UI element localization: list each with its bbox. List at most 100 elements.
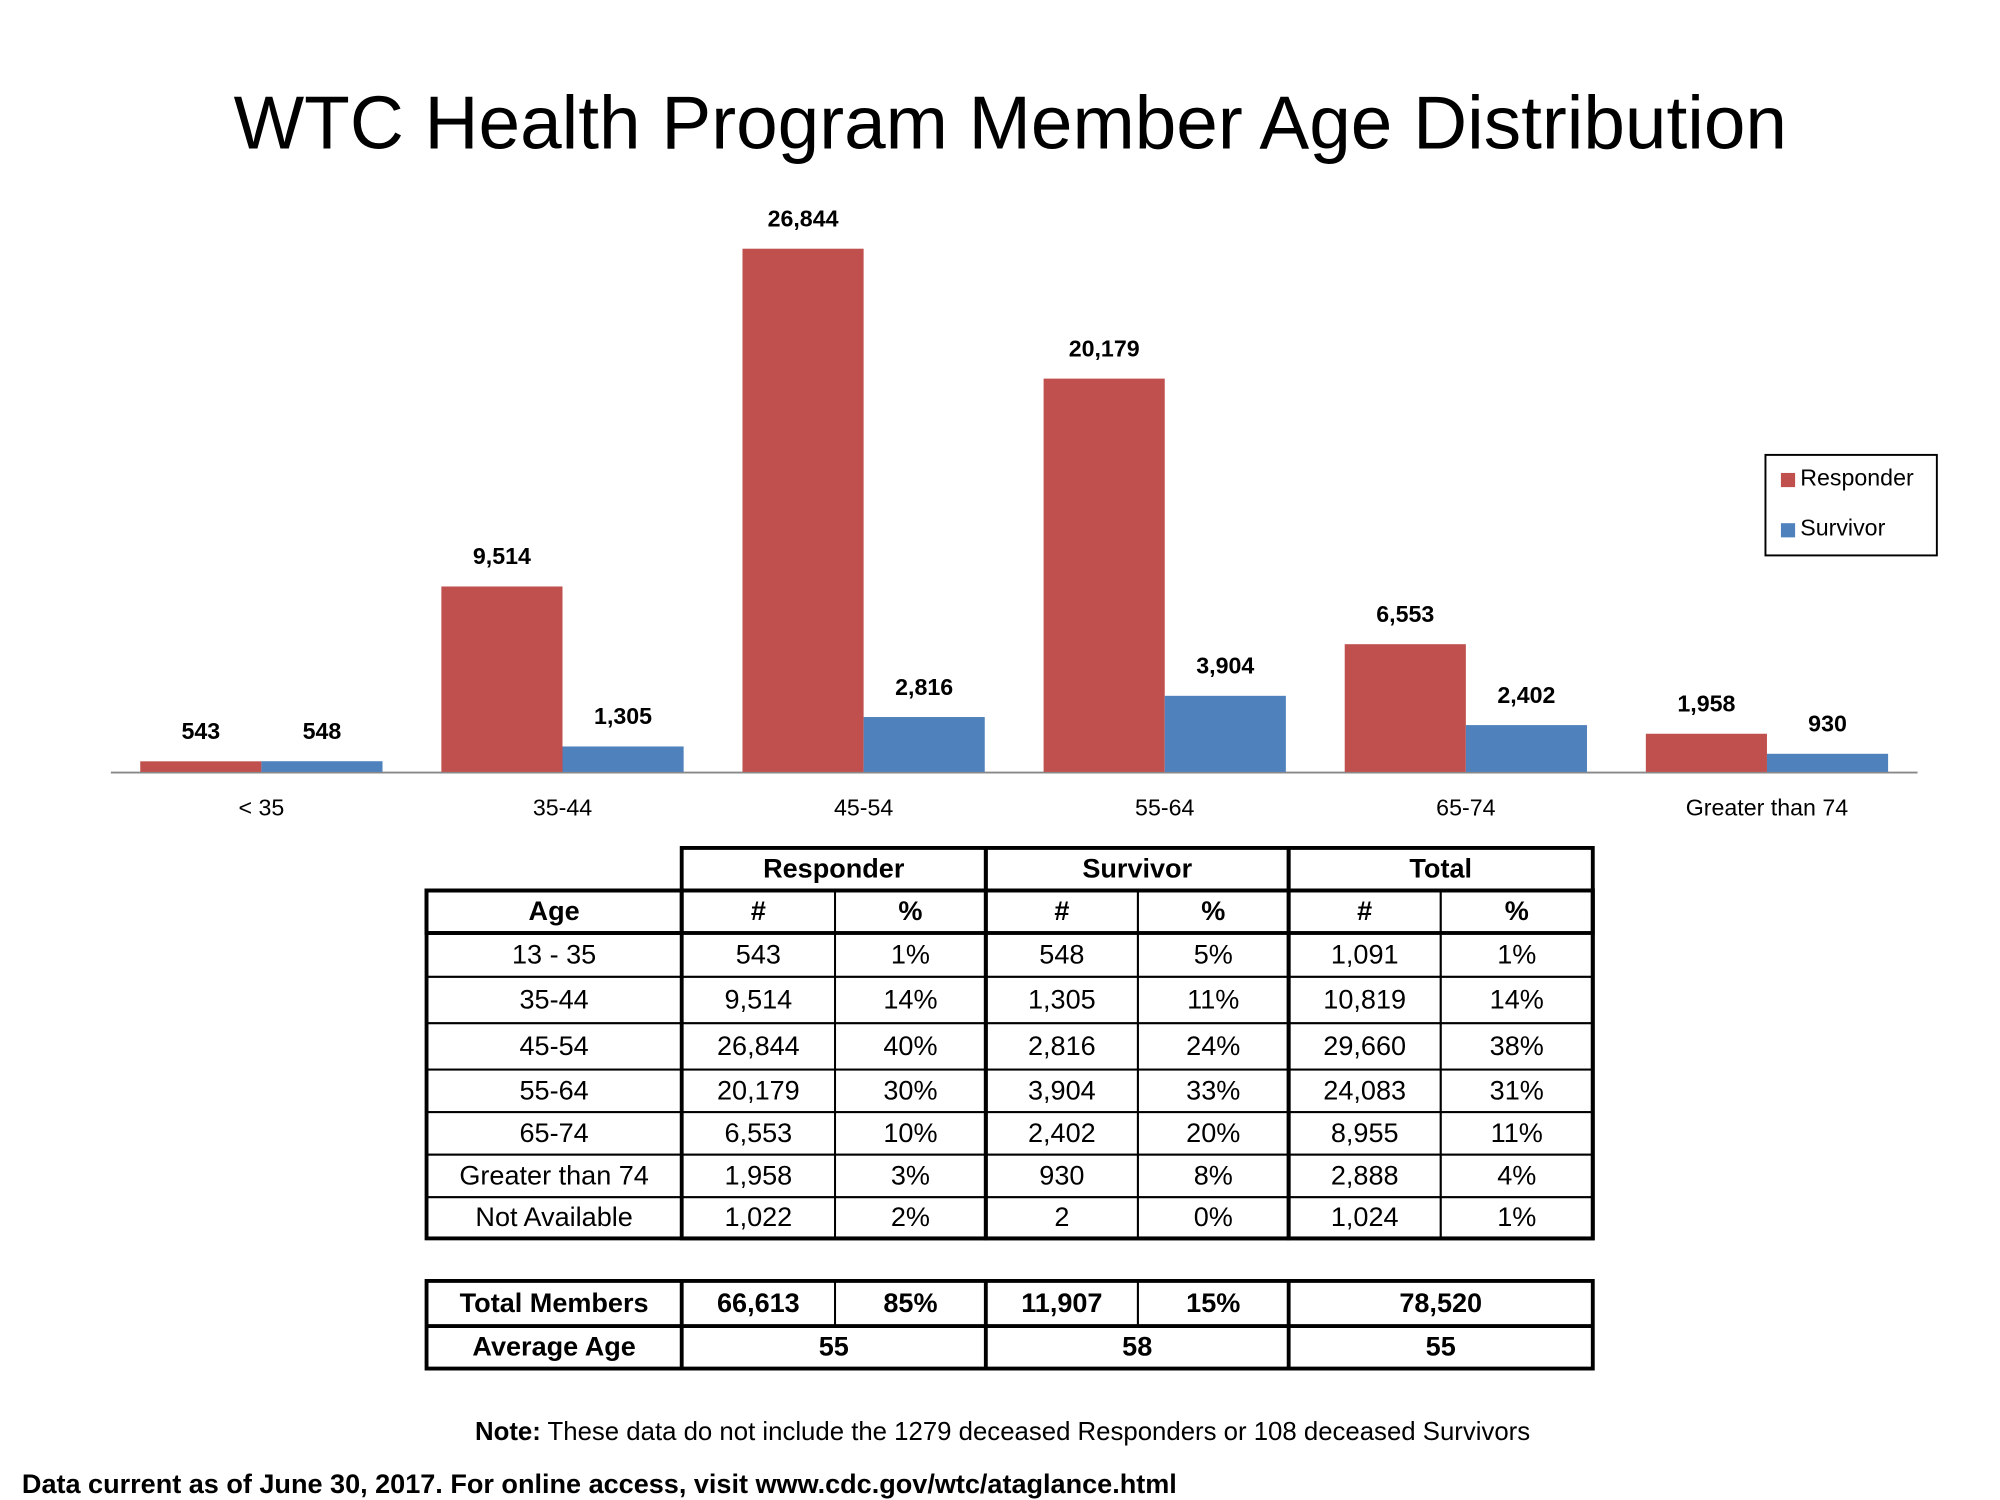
cell-text: 58 [1122,1332,1152,1362]
value-label: 1,958 [1677,691,1735,717]
x-tick-label: Greater than 74 [1686,794,1849,820]
cell-text: 14% [883,984,937,1014]
cell-text: 14% [1490,984,1544,1014]
bar [742,248,864,772]
bar [863,717,985,772]
cell-text: 15% [1186,1288,1240,1318]
cell-text: 66,613 [717,1288,800,1318]
cell-text: Greater than 74 [459,1160,648,1190]
cell-text: 11% [1187,984,1239,1014]
cell-text: 1,958 [725,1160,793,1190]
cell-text: 1% [1497,939,1536,969]
cell-text: # [751,896,766,926]
cell-text: 543 [736,939,781,969]
cell-text: % [898,896,922,926]
cell-text: 2,402 [1028,1118,1096,1148]
cell-text: 85% [883,1288,937,1318]
value-label: 548 [303,718,342,744]
note-text: These data do not include the 1279 decea… [541,1418,1530,1446]
table-border [424,888,1595,935]
cell-text: 1,091 [1331,939,1399,969]
value-label: 26,844 [768,205,839,231]
cell-text: 10,819 [1323,984,1406,1014]
cell-text: 24,083 [1323,1075,1406,1105]
cell-text: 38% [1490,1031,1544,1061]
cell-text: Total [1409,854,1472,884]
chart-title: WTC Health Program Member Age Distributi… [234,81,1787,165]
cell-text: 1,305 [1028,984,1096,1014]
cell-text: 0% [1194,1202,1233,1232]
cell-text: 11,907 [1021,1288,1102,1318]
value-label: 543 [181,718,220,744]
cell-text: % [1505,896,1529,926]
note-label: Note: [475,1418,541,1446]
cell-text: Total Members [460,1288,649,1318]
bar [1766,753,1889,772]
cell-text: 930 [1039,1160,1084,1190]
x-tick-label: 35-44 [533,794,592,820]
value-label: 2,816 [895,674,953,700]
value-label: 6,553 [1376,601,1434,627]
legend-box [1764,453,1938,557]
bar [1645,733,1767,772]
cell-text: 45-54 [520,1031,589,1061]
cell-text: 1% [1497,1202,1536,1232]
value-label: 20,179 [1069,335,1140,361]
cell-text: Survivor [1082,854,1192,884]
x-tick-label: 55-64 [1135,794,1194,820]
value-label: 930 [1808,711,1847,737]
cell-text: 9,514 [725,984,793,1014]
legend-label: Survivor [1800,515,1885,541]
legend-swatch [1780,472,1796,488]
x-tick-label: 65-74 [1436,794,1495,820]
cell-text: 8,955 [1331,1118,1399,1148]
x-tick-label: < 35 [238,794,284,820]
legend-label: Responder [1800,465,1914,491]
value-label: 9,514 [473,543,531,569]
bar [1043,378,1165,772]
cell-text: 33% [1186,1075,1240,1105]
cell-text: 2% [891,1202,930,1232]
bar [441,586,563,772]
legend-swatch [1780,523,1796,538]
value-label: 1,305 [594,703,652,729]
cell-text: 40% [883,1031,937,1061]
cell-text: 55 [1426,1332,1456,1362]
cell-text: 2 [1054,1202,1069,1232]
cell-text: Responder [763,854,905,884]
cell-text: Not Available [475,1202,632,1232]
bar [1164,695,1286,772]
value-label: 2,402 [1497,682,1555,708]
cell-text: 3,904 [1028,1075,1096,1105]
cell-text: 55-64 [520,1075,589,1105]
note: Note: These data do not include the 1279… [475,1418,1530,1446]
cell-text: # [1054,896,1069,926]
cell-text: 3% [891,1160,930,1190]
bar [261,761,383,772]
cell-text: 548 [1039,939,1084,969]
cell-text: 24% [1186,1031,1240,1061]
cell-text: 8% [1194,1160,1233,1190]
cell-text: 13 - 35 [512,939,596,969]
cell-text: 4% [1497,1160,1536,1190]
cell-text: # [1357,896,1372,926]
bar [140,761,262,772]
cell-text: 1,024 [1331,1202,1399,1232]
cell-text: 31% [1490,1075,1544,1105]
bar [562,746,684,772]
x-tick-label: 45-54 [834,794,893,820]
cell-text: 20,179 [717,1075,800,1105]
cell-text: 1,022 [725,1202,793,1232]
cell-text: 35-44 [520,984,589,1014]
cell-text: 29,660 [1323,1031,1406,1061]
cell-text: 2,816 [1028,1031,1096,1061]
cell-text: 78,520 [1399,1288,1482,1318]
bar [1344,644,1466,772]
bar [1465,725,1587,772]
cell-text: 10% [883,1118,937,1148]
cell-text: 30% [883,1075,937,1105]
cell-text: 6,553 [725,1118,793,1148]
cell-text: 2,888 [1331,1160,1399,1190]
cell-text: 26,844 [717,1031,800,1061]
